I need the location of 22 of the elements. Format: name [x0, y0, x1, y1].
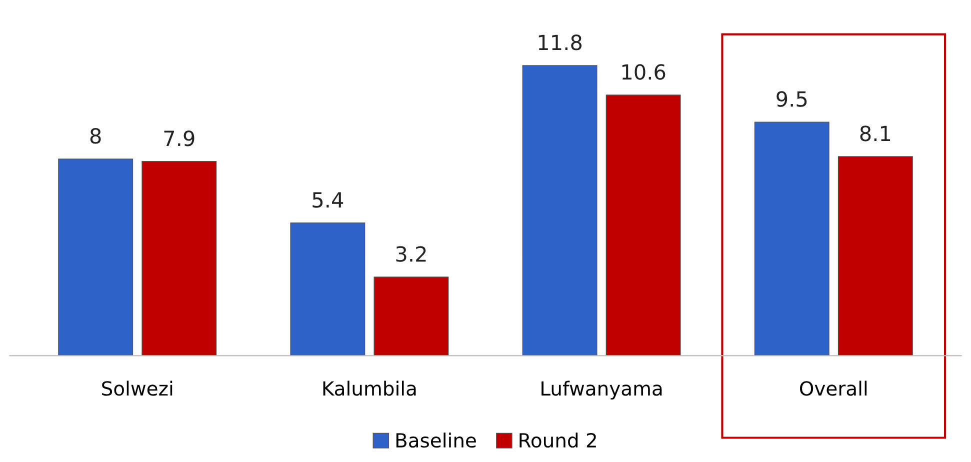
bar — [606, 94, 681, 356]
data-label: 11.8 — [538, 34, 582, 50]
x-tick-label: Overall — [800, 380, 867, 396]
data-label: 8.1 — [860, 126, 890, 142]
bar — [754, 122, 830, 356]
bar — [58, 158, 134, 356]
data-label: 7.9 — [164, 130, 194, 146]
bar — [522, 65, 598, 356]
data-label: 3.2 — [396, 246, 426, 262]
data-label: 9.5 — [776, 91, 807, 107]
data-label: 8 — [90, 128, 101, 144]
data-label: 5.4 — [312, 192, 344, 208]
legend-label: Round 2 — [520, 432, 596, 448]
legend-label: Baseline — [396, 432, 476, 448]
x-tick-label: Kalumbila — [323, 380, 416, 396]
bar — [838, 156, 913, 356]
x-tick-label: Solwezi — [102, 380, 172, 396]
bar — [142, 161, 217, 356]
bar — [374, 276, 449, 356]
bar — [290, 222, 366, 356]
x-tick-label: Lufwanyama — [542, 380, 662, 400]
data-label: 10.6 — [622, 64, 666, 80]
